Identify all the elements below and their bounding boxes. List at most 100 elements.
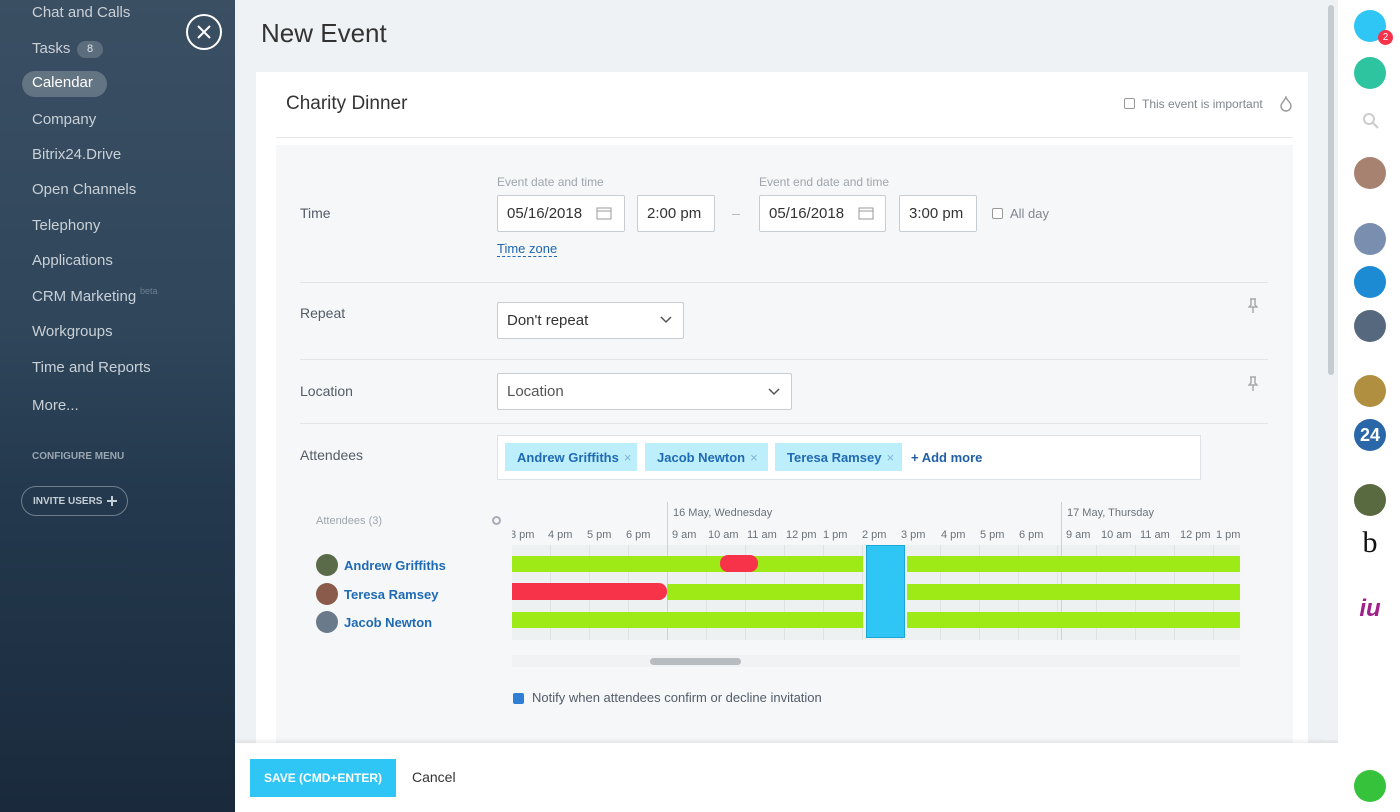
hour-label: 10 am — [708, 529, 739, 541]
free-slot — [907, 584, 1240, 600]
selected-slot[interactable] — [866, 545, 905, 638]
menu-item[interactable]: Telephony — [32, 217, 101, 234]
chip-label: Teresa Ramsey — [787, 449, 882, 465]
day-label: 17 May, Thursday — [1067, 507, 1155, 519]
save-button[interactable]: SAVE (CMD+ENTER) — [250, 759, 396, 797]
free-slot — [907, 556, 1240, 572]
menu-item[interactable]: Chat and Calls — [32, 4, 131, 21]
field-label: Attendees — [300, 447, 364, 463]
avatar — [316, 583, 338, 605]
add-more[interactable]: + Add more — [911, 450, 983, 465]
checkbox[interactable] — [992, 208, 1003, 219]
chat[interactable] — [1354, 57, 1386, 89]
hour-label: 4 pm — [548, 529, 573, 541]
plus-icon — [107, 496, 117, 506]
channel[interactable] — [1354, 266, 1386, 298]
hour-label: 9 am — [672, 529, 697, 541]
person-name[interactable]: Teresa Ramsey — [344, 587, 439, 602]
avatar — [316, 554, 338, 576]
menu-item[interactable]: Open Channels — [32, 181, 137, 198]
menu-item[interactable]: Workgroups — [32, 323, 113, 340]
fire-icon — [1280, 96, 1292, 112]
chip[interactable]: Andrew Griffiths × — [505, 443, 637, 471]
hour-label: 11 am — [1140, 529, 1170, 541]
phone[interactable] — [1354, 770, 1386, 802]
scroll-thumb[interactable] — [650, 658, 741, 665]
pin-icon — [1248, 298, 1258, 313]
gear-icon[interactable] — [491, 515, 502, 526]
hour-label: 6 pm — [626, 529, 651, 541]
event-name[interactable]: Charity Dinner — [286, 93, 408, 114]
app-icon[interactable]: 24 — [1354, 419, 1386, 451]
menu-item[interactable]: Bitrix24.Drive — [32, 146, 122, 163]
checkbox[interactable] — [1124, 98, 1135, 109]
value: 05/16/2018 — [507, 205, 583, 222]
free-slot — [512, 556, 863, 572]
free-slot — [907, 612, 1240, 628]
hour-label: 9 am — [1066, 529, 1091, 541]
chip[interactable]: Teresa Ramsey × — [775, 443, 902, 471]
configure-menu[interactable]: CONFIGURE MENU — [32, 451, 125, 462]
hour-label: 2 pm — [862, 529, 887, 541]
hour-label: 3 pm — [901, 529, 926, 541]
search-icon[interactable] — [1362, 112, 1380, 130]
time-input[interactable]: 2:00 pm — [637, 195, 715, 232]
menu-item[interactable]: Time and Reports — [32, 359, 151, 376]
scrollbar — [1326, 0, 1336, 740]
important-label: This event is important — [1142, 97, 1263, 111]
repeat-select[interactable]: Don't repeat — [497, 302, 684, 339]
person-name[interactable]: Andrew Griffiths — [344, 558, 446, 573]
dash — [732, 214, 740, 215]
person-name[interactable]: Jacob Newton — [344, 615, 433, 630]
hour-label: 1 pm — [823, 529, 848, 541]
field-label: Time — [300, 205, 331, 221]
avatar[interactable] — [1354, 157, 1386, 189]
location-input[interactable]: Location — [497, 373, 792, 410]
avatar[interactable] — [1354, 484, 1386, 516]
avatar — [316, 611, 338, 633]
close-button[interactable] — [185, 13, 223, 51]
chip-label: Andrew Griffiths — [517, 449, 619, 465]
cancel-button[interactable]: Cancel — [412, 769, 456, 785]
value: 3:00 pm — [909, 205, 964, 222]
hour-label: 5 pm — [587, 529, 612, 541]
menu-item[interactable]: More... — [32, 397, 79, 414]
busy-slot — [720, 555, 758, 572]
hour-label: 5 pm — [980, 529, 1005, 541]
date-input[interactable]: 05/16/2018 — [759, 195, 886, 232]
value: 2:00 pm — [647, 205, 702, 222]
menu-item[interactable]: Applications — [32, 252, 113, 269]
menu-item[interactable]: Calendar — [32, 74, 93, 91]
free-slot — [667, 584, 863, 600]
divider — [300, 423, 1268, 424]
hour-label: 4 pm — [941, 529, 966, 541]
value: Don't repeat — [507, 312, 589, 329]
chip[interactable]: Jacob Newton × — [645, 443, 768, 471]
invite-button[interactable]: INVITE USERS — [21, 486, 128, 516]
menu-item[interactable]: Tasks — [32, 40, 71, 57]
app-icon[interactable]: b — [1354, 528, 1386, 560]
scroll-track — [512, 655, 1240, 667]
divider — [300, 282, 1268, 283]
avatar[interactable] — [1354, 375, 1386, 407]
chevron — [768, 388, 780, 396]
divider — [276, 137, 1293, 138]
menu-item[interactable]: CRM Marketing — [32, 288, 137, 305]
time-zone-link[interactable]: Time zone — [497, 241, 558, 257]
avatar[interactable] — [1354, 310, 1386, 342]
chip-label: Jacob Newton — [657, 449, 746, 465]
menu-item[interactable]: Company — [32, 111, 97, 128]
hour-label: 1 pm — [1216, 529, 1240, 541]
badge: 2 — [1378, 30, 1393, 45]
checkbox-checked[interactable] — [513, 693, 524, 704]
busy-slot — [512, 583, 667, 600]
hour-label: 6 pm — [1019, 529, 1044, 541]
avatar[interactable] — [1354, 223, 1386, 255]
right-bar: 2 24 b iu — [1338, 0, 1400, 812]
app-icon[interactable]: iu — [1359, 595, 1381, 622]
field-label: Repeat — [300, 305, 346, 321]
time-input[interactable]: 3:00 pm — [899, 195, 977, 232]
date-input[interactable]: 05/16/2018 — [497, 195, 625, 232]
hour-label: 12 pm — [1180, 529, 1211, 541]
